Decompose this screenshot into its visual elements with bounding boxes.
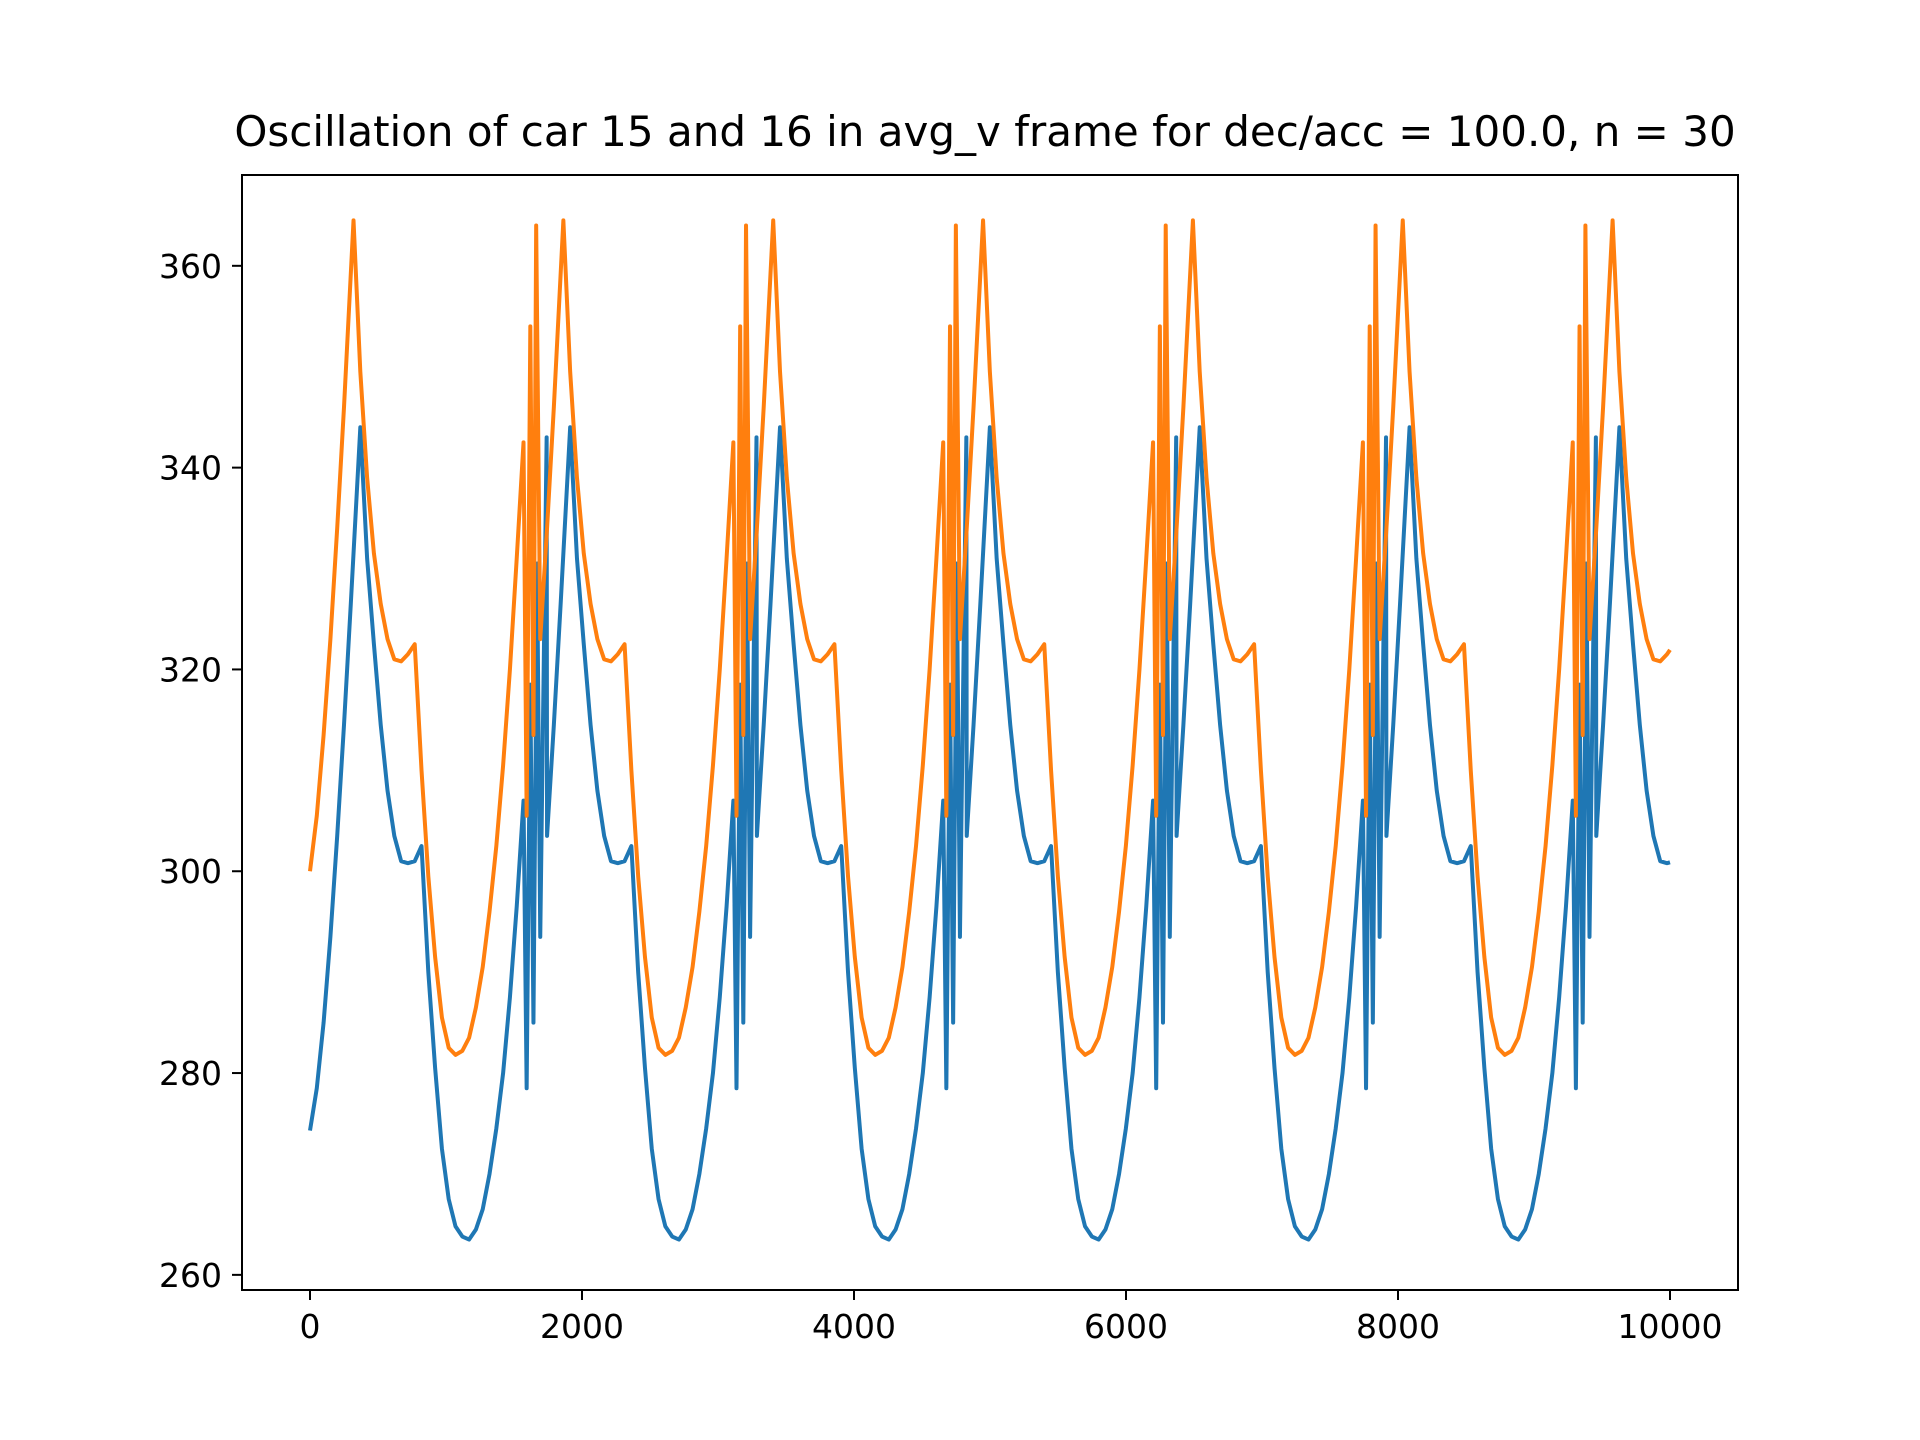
y-tick-label: 320 (159, 650, 222, 689)
y-tick-label: 260 (159, 1256, 222, 1295)
x-tick-label: 10000 (1618, 1307, 1723, 1346)
series-line-2 (308, 218, 1672, 1057)
axes-frame (241, 174, 1739, 1291)
y-tick-label: 360 (159, 247, 222, 286)
x-tick-label: 0 (300, 1307, 321, 1346)
chart-title: Oscillation of car 15 and 16 in avg_v fr… (234, 107, 1735, 156)
x-tick-label: 2000 (540, 1307, 624, 1346)
y-tick-label: 280 (159, 1054, 222, 1093)
y-tick-label: 340 (159, 449, 222, 488)
series-layer (308, 218, 1672, 1242)
x-tick-label: 8000 (1356, 1307, 1440, 1346)
axes-layer: 0 2000 4000 6000 8000 10000 260 280 300 320 340 360 (159, 174, 1739, 1346)
x-tick-label: 6000 (1084, 1307, 1168, 1346)
x-tick-label: 4000 (812, 1307, 896, 1346)
series-line-1 (308, 425, 1671, 1242)
y-tick-label: 300 (159, 852, 222, 891)
